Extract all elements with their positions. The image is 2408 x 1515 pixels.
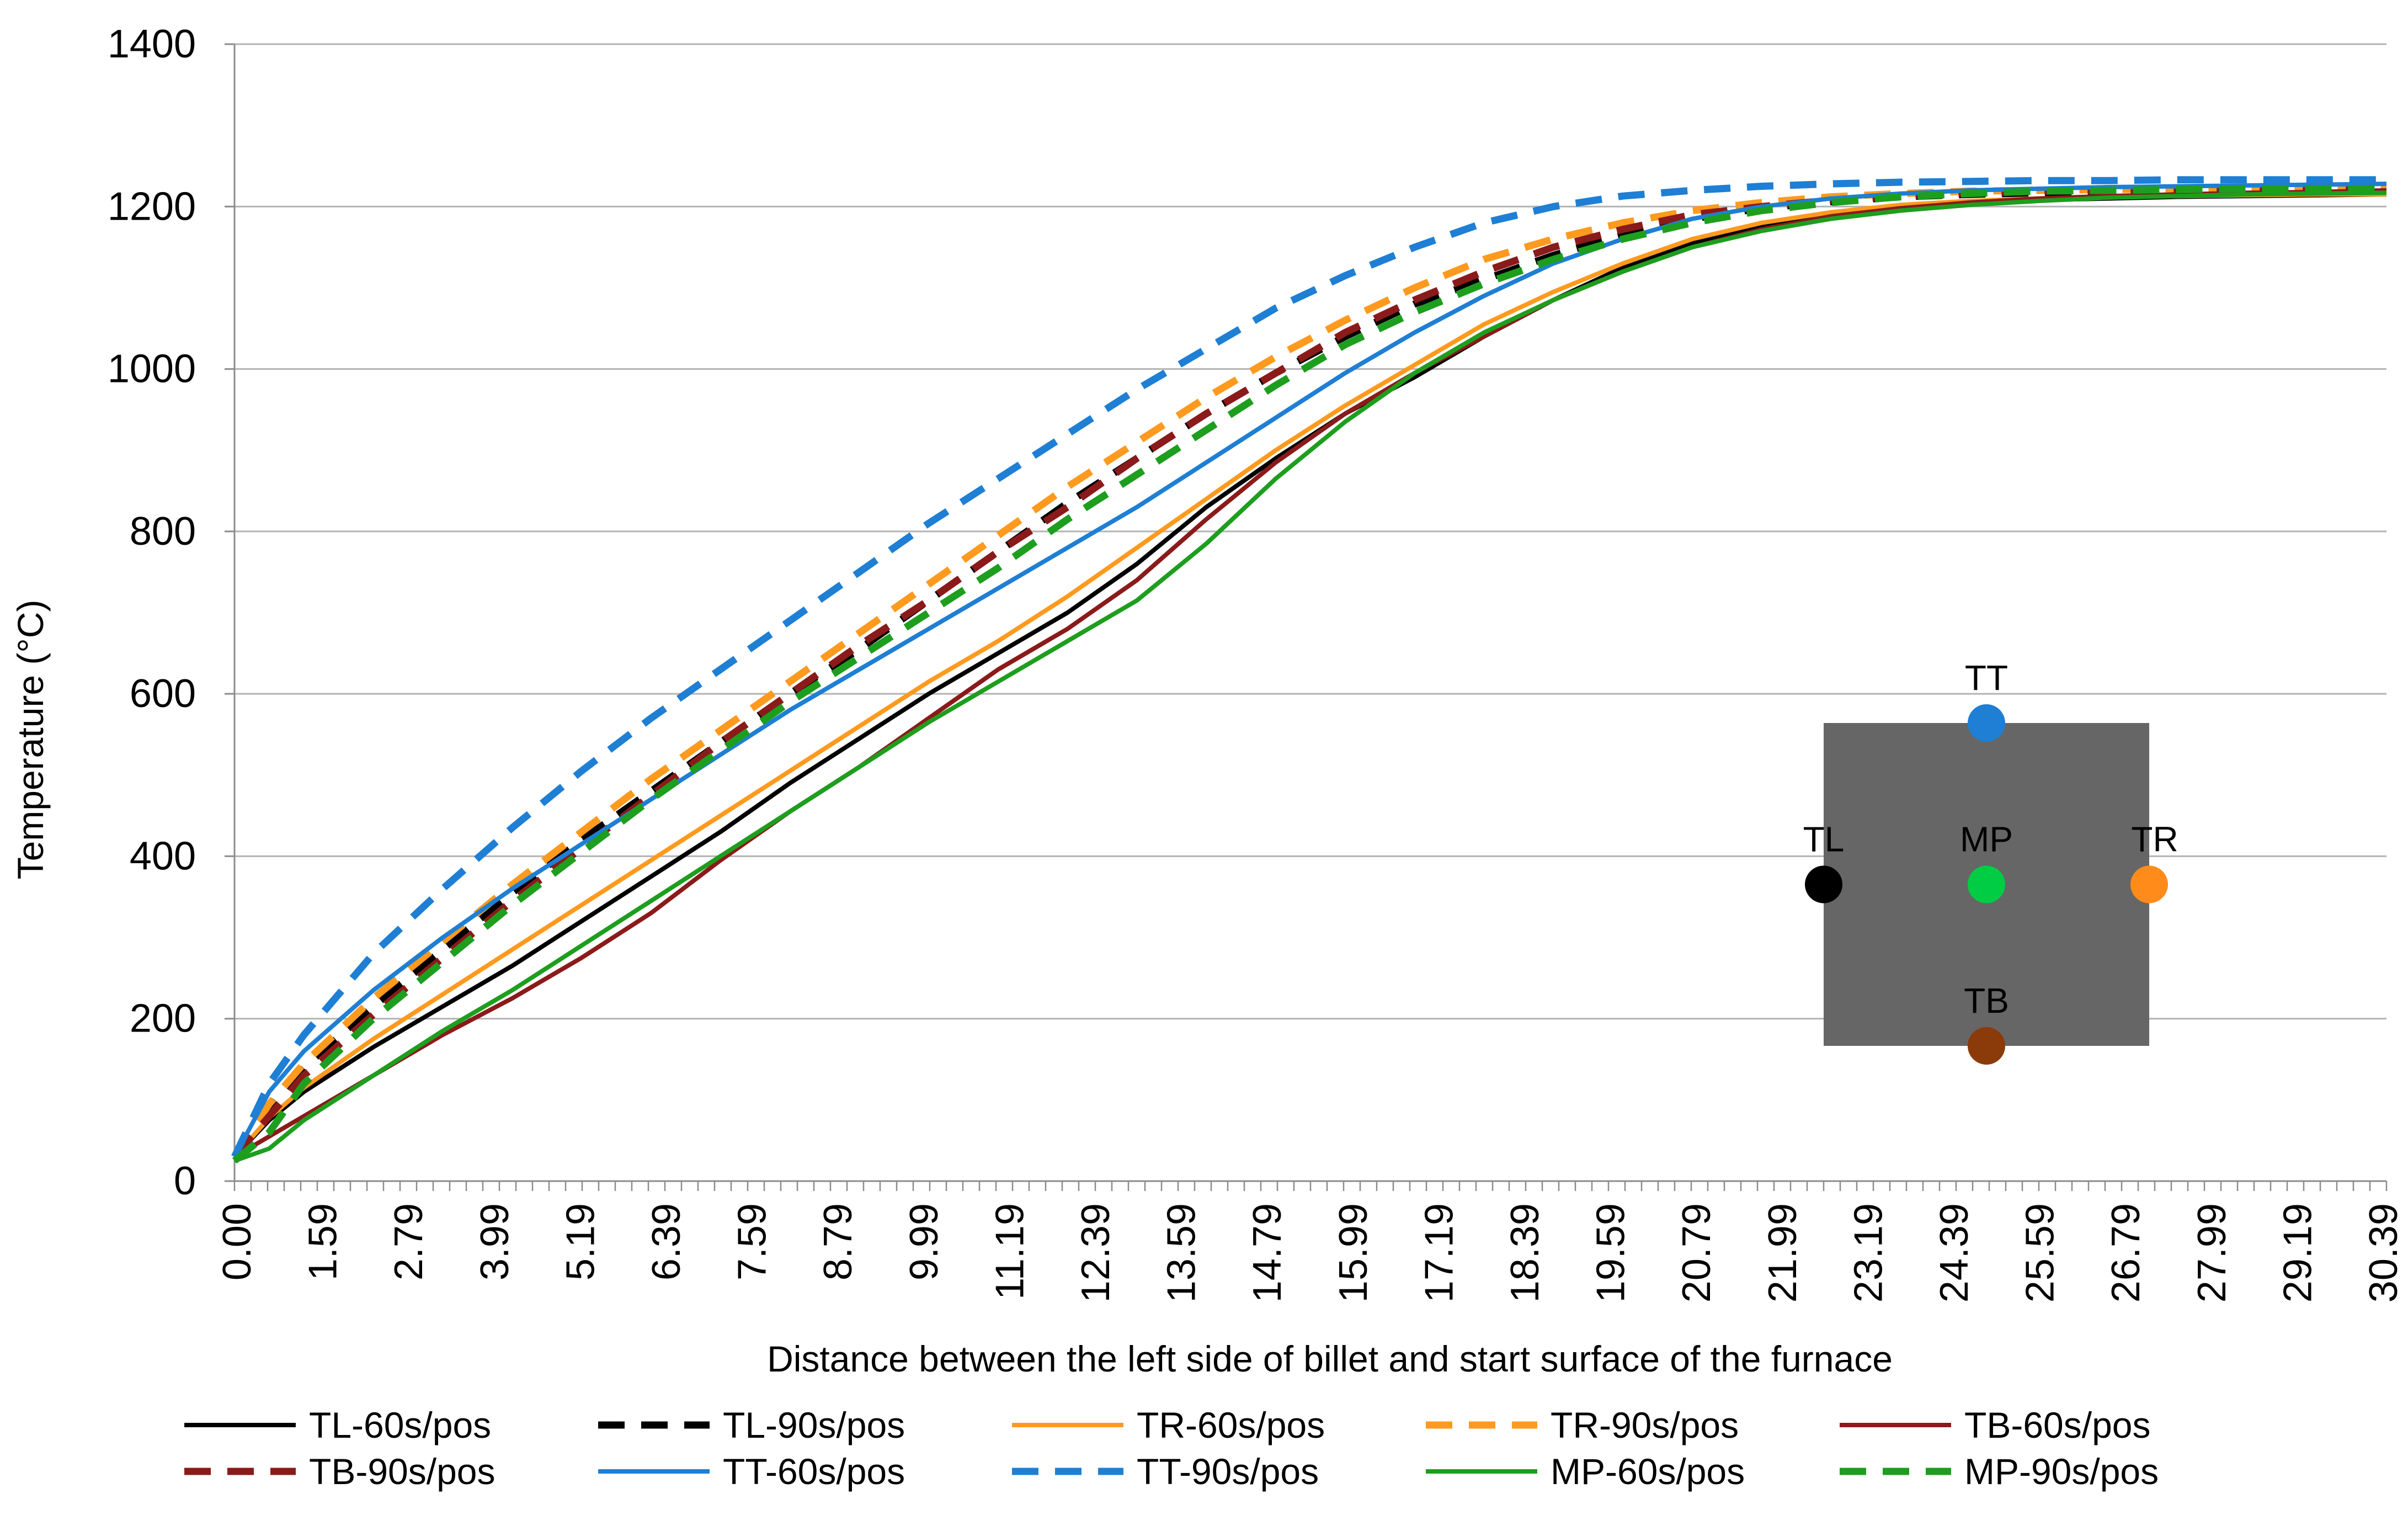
sensor-label-mp: MP (1960, 820, 2013, 859)
legend-label: TL-60s/pos (309, 1405, 492, 1445)
series-lines (231, 176, 2387, 1164)
legend-item: TR-60s/pos (1010, 1404, 1424, 1446)
sensor-position-inset: TT TL MP TR TB (1803, 658, 2178, 1065)
legend-item: TT-90s/pos (1010, 1450, 1424, 1492)
x-tick-label: 1.59 (301, 1203, 345, 1280)
x-tick-label: 8.79 (816, 1203, 860, 1280)
y-tick-label: 400 (130, 834, 196, 878)
x-tick-label: 0.00 (215, 1203, 259, 1280)
legend-item: TT-60s/pos (596, 1450, 1010, 1492)
legend-swatch (182, 1418, 298, 1432)
x-tick-label: 7.59 (731, 1203, 775, 1280)
legend-label: TT-90s/pos (1137, 1451, 1319, 1492)
legend-item: TR-90s/pos (1424, 1404, 1837, 1446)
y-tick-label: 0 (174, 1159, 196, 1203)
y-tick-label: 1200 (108, 184, 196, 228)
legend-item: MP-60s/pos (1424, 1450, 1837, 1492)
legend-swatch (1010, 1465, 1126, 1478)
legend-label: MP-90s/pos (1964, 1451, 2159, 1492)
x-tick-label: 11.19 (988, 1203, 1032, 1300)
y-axis-label: Temperature (°C) (10, 600, 51, 880)
sensor-label-tt: TT (1965, 658, 2008, 698)
x-tick-label: 23.19 (1846, 1203, 1890, 1303)
legend-label: MP-60s/pos (1551, 1451, 1745, 1492)
y-tick-label: 600 (130, 672, 196, 716)
legend-label: TT-60s/pos (723, 1451, 905, 1492)
x-tick-label: 21.99 (1761, 1203, 1805, 1303)
sensor-label-tr: TR (2131, 820, 2178, 859)
axes (225, 43, 2388, 1191)
x-tick-label: 25.59 (2018, 1203, 2063, 1303)
legend-item: MP-90s/pos (1837, 1450, 2251, 1492)
series-line-tt-90s-pos (231, 176, 2386, 1158)
legend-item: TL-60s/pos (182, 1404, 596, 1446)
x-tick-label: 3.99 (473, 1203, 517, 1280)
x-tick-labels: 0.00 1.59 2.79 3.99 5.19 6.39 7.59 8.79 9.99 11.1… (215, 1203, 2406, 1303)
y-tick-labels: 0 200 400 600 800 1000 1200 1400 (108, 22, 196, 1203)
x-tick-label: 27.99 (2190, 1203, 2234, 1303)
x-tick-label: 9.99 (902, 1203, 946, 1280)
legend-label: TB-60s/pos (1964, 1405, 2151, 1445)
x-tick-label: 5.19 (558, 1203, 603, 1280)
series-line-mp-90s-pos (232, 185, 2386, 1164)
legend-swatch (1837, 1465, 1953, 1478)
y-tick-label: 800 (130, 509, 196, 554)
legend-item: TL-90s/pos (596, 1404, 1010, 1446)
legend-swatch (1424, 1465, 1539, 1478)
legend-label: TR-60s/pos (1137, 1405, 1325, 1445)
legend-swatch (182, 1465, 298, 1478)
legend-label: TL-90s/pos (723, 1405, 905, 1445)
x-tick-label: 6.39 (644, 1203, 689, 1280)
x-tick-label: 20.79 (1675, 1203, 1719, 1303)
legend-label: TB-90s/pos (309, 1451, 496, 1492)
legend-row: TB-90s/pos TT-60s/pos TT-90s/pos MP-60s/pos… (182, 1448, 2279, 1495)
legend-swatch (1837, 1418, 1953, 1432)
x-tick-label: 19.59 (1589, 1203, 1633, 1303)
legend-swatch (596, 1418, 712, 1432)
sensor-dot-tr (2130, 865, 2168, 903)
legend-swatch (1424, 1418, 1539, 1432)
series-line-tb-60s-pos (233, 188, 2387, 1159)
x-tick-label: 29.19 (2276, 1203, 2320, 1303)
series-line-mp-60s-pos (233, 190, 2387, 1163)
x-tick-label: 12.39 (1074, 1203, 1118, 1303)
x-tick-label: 2.79 (387, 1203, 431, 1280)
y-tick-label: 1000 (108, 347, 196, 391)
x-tick-label: 17.19 (1417, 1203, 1461, 1303)
legend-swatch (596, 1465, 712, 1478)
sensor-label-tb: TB (1964, 981, 2009, 1020)
legend: TL-60s/pos TL-90s/pos TR-60s/pos TR-90s/pos… (182, 1402, 2279, 1495)
sensor-dot-tt (1968, 704, 2005, 742)
legend-row: TL-60s/pos TL-90s/pos TR-60s/pos TR-90s/pos… (182, 1402, 2279, 1448)
x-tick-label: 26.79 (2104, 1203, 2148, 1303)
legend-item: TB-90s/pos (182, 1450, 596, 1492)
sensor-dot-tl (1805, 865, 1842, 903)
legend-label: TR-90s/pos (1551, 1405, 1739, 1445)
sensor-dot-tb (1968, 1027, 2005, 1065)
x-tick-label: 14.79 (1245, 1203, 1290, 1303)
x-tick-label: 13.59 (1160, 1203, 1204, 1303)
x-tick-label: 24.39 (1932, 1203, 1977, 1303)
legend-item: TB-60s/pos (1837, 1404, 2251, 1446)
x-axis-label: Distance between the left side of billet… (767, 1338, 1893, 1379)
legend-swatch (1010, 1418, 1126, 1432)
x-tick-label: 18.39 (1503, 1203, 1547, 1303)
sensor-dot-mp (1968, 865, 2005, 903)
sensor-label-tl: TL (1803, 820, 1845, 859)
x-tick-label: 30.39 (2362, 1203, 2406, 1303)
x-tick-label: 15.99 (1331, 1203, 1376, 1303)
y-tick-label: 1400 (108, 22, 196, 66)
y-tick-label: 200 (130, 997, 196, 1041)
